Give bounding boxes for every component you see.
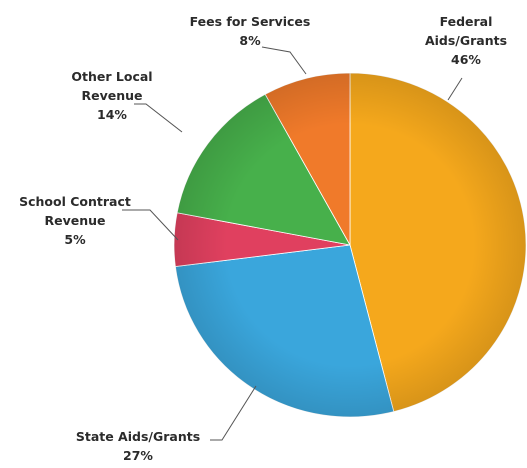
leader-line-fees xyxy=(261,46,307,75)
leader-line-other-local xyxy=(134,103,183,133)
slice-label-school-contract: School Contract Revenue 5% xyxy=(0,192,150,249)
slice-value-label: 8% xyxy=(239,33,261,48)
slice-value-label: 46% xyxy=(451,52,481,67)
slice-label-other-local: Other Local Revenue 14% xyxy=(52,67,172,124)
leader-line-federal xyxy=(447,77,463,101)
slice-label-text: Aids/Grants xyxy=(424,33,508,48)
pie-slices xyxy=(173,72,527,418)
slice-label-text: School Contract xyxy=(19,194,131,209)
slice-label-federal: Federal Aids/Grants 46% xyxy=(410,12,522,69)
leader-line-school-contract xyxy=(122,209,179,241)
slice-label-text: Other Local xyxy=(71,69,153,84)
slice-label-fees: Fees for Services 8% xyxy=(180,12,320,50)
slice-label-text: Federal xyxy=(439,14,493,29)
slice-value-label: 5% xyxy=(64,232,86,247)
slice-label-state: State Aids/Grants 27% xyxy=(38,427,238,465)
slice-label-text: Revenue xyxy=(44,213,106,228)
pie-edge-shading xyxy=(174,73,526,417)
slice-label-text: State Aids/Grants xyxy=(75,429,201,444)
leader-line-state xyxy=(210,385,257,441)
slice-value-label: 27% xyxy=(123,448,153,463)
slice-value-label: 14% xyxy=(97,107,127,122)
slice-label-text: Fees for Services xyxy=(189,14,311,29)
leader-lines xyxy=(122,46,463,441)
slice-label-text: Revenue xyxy=(81,88,143,103)
